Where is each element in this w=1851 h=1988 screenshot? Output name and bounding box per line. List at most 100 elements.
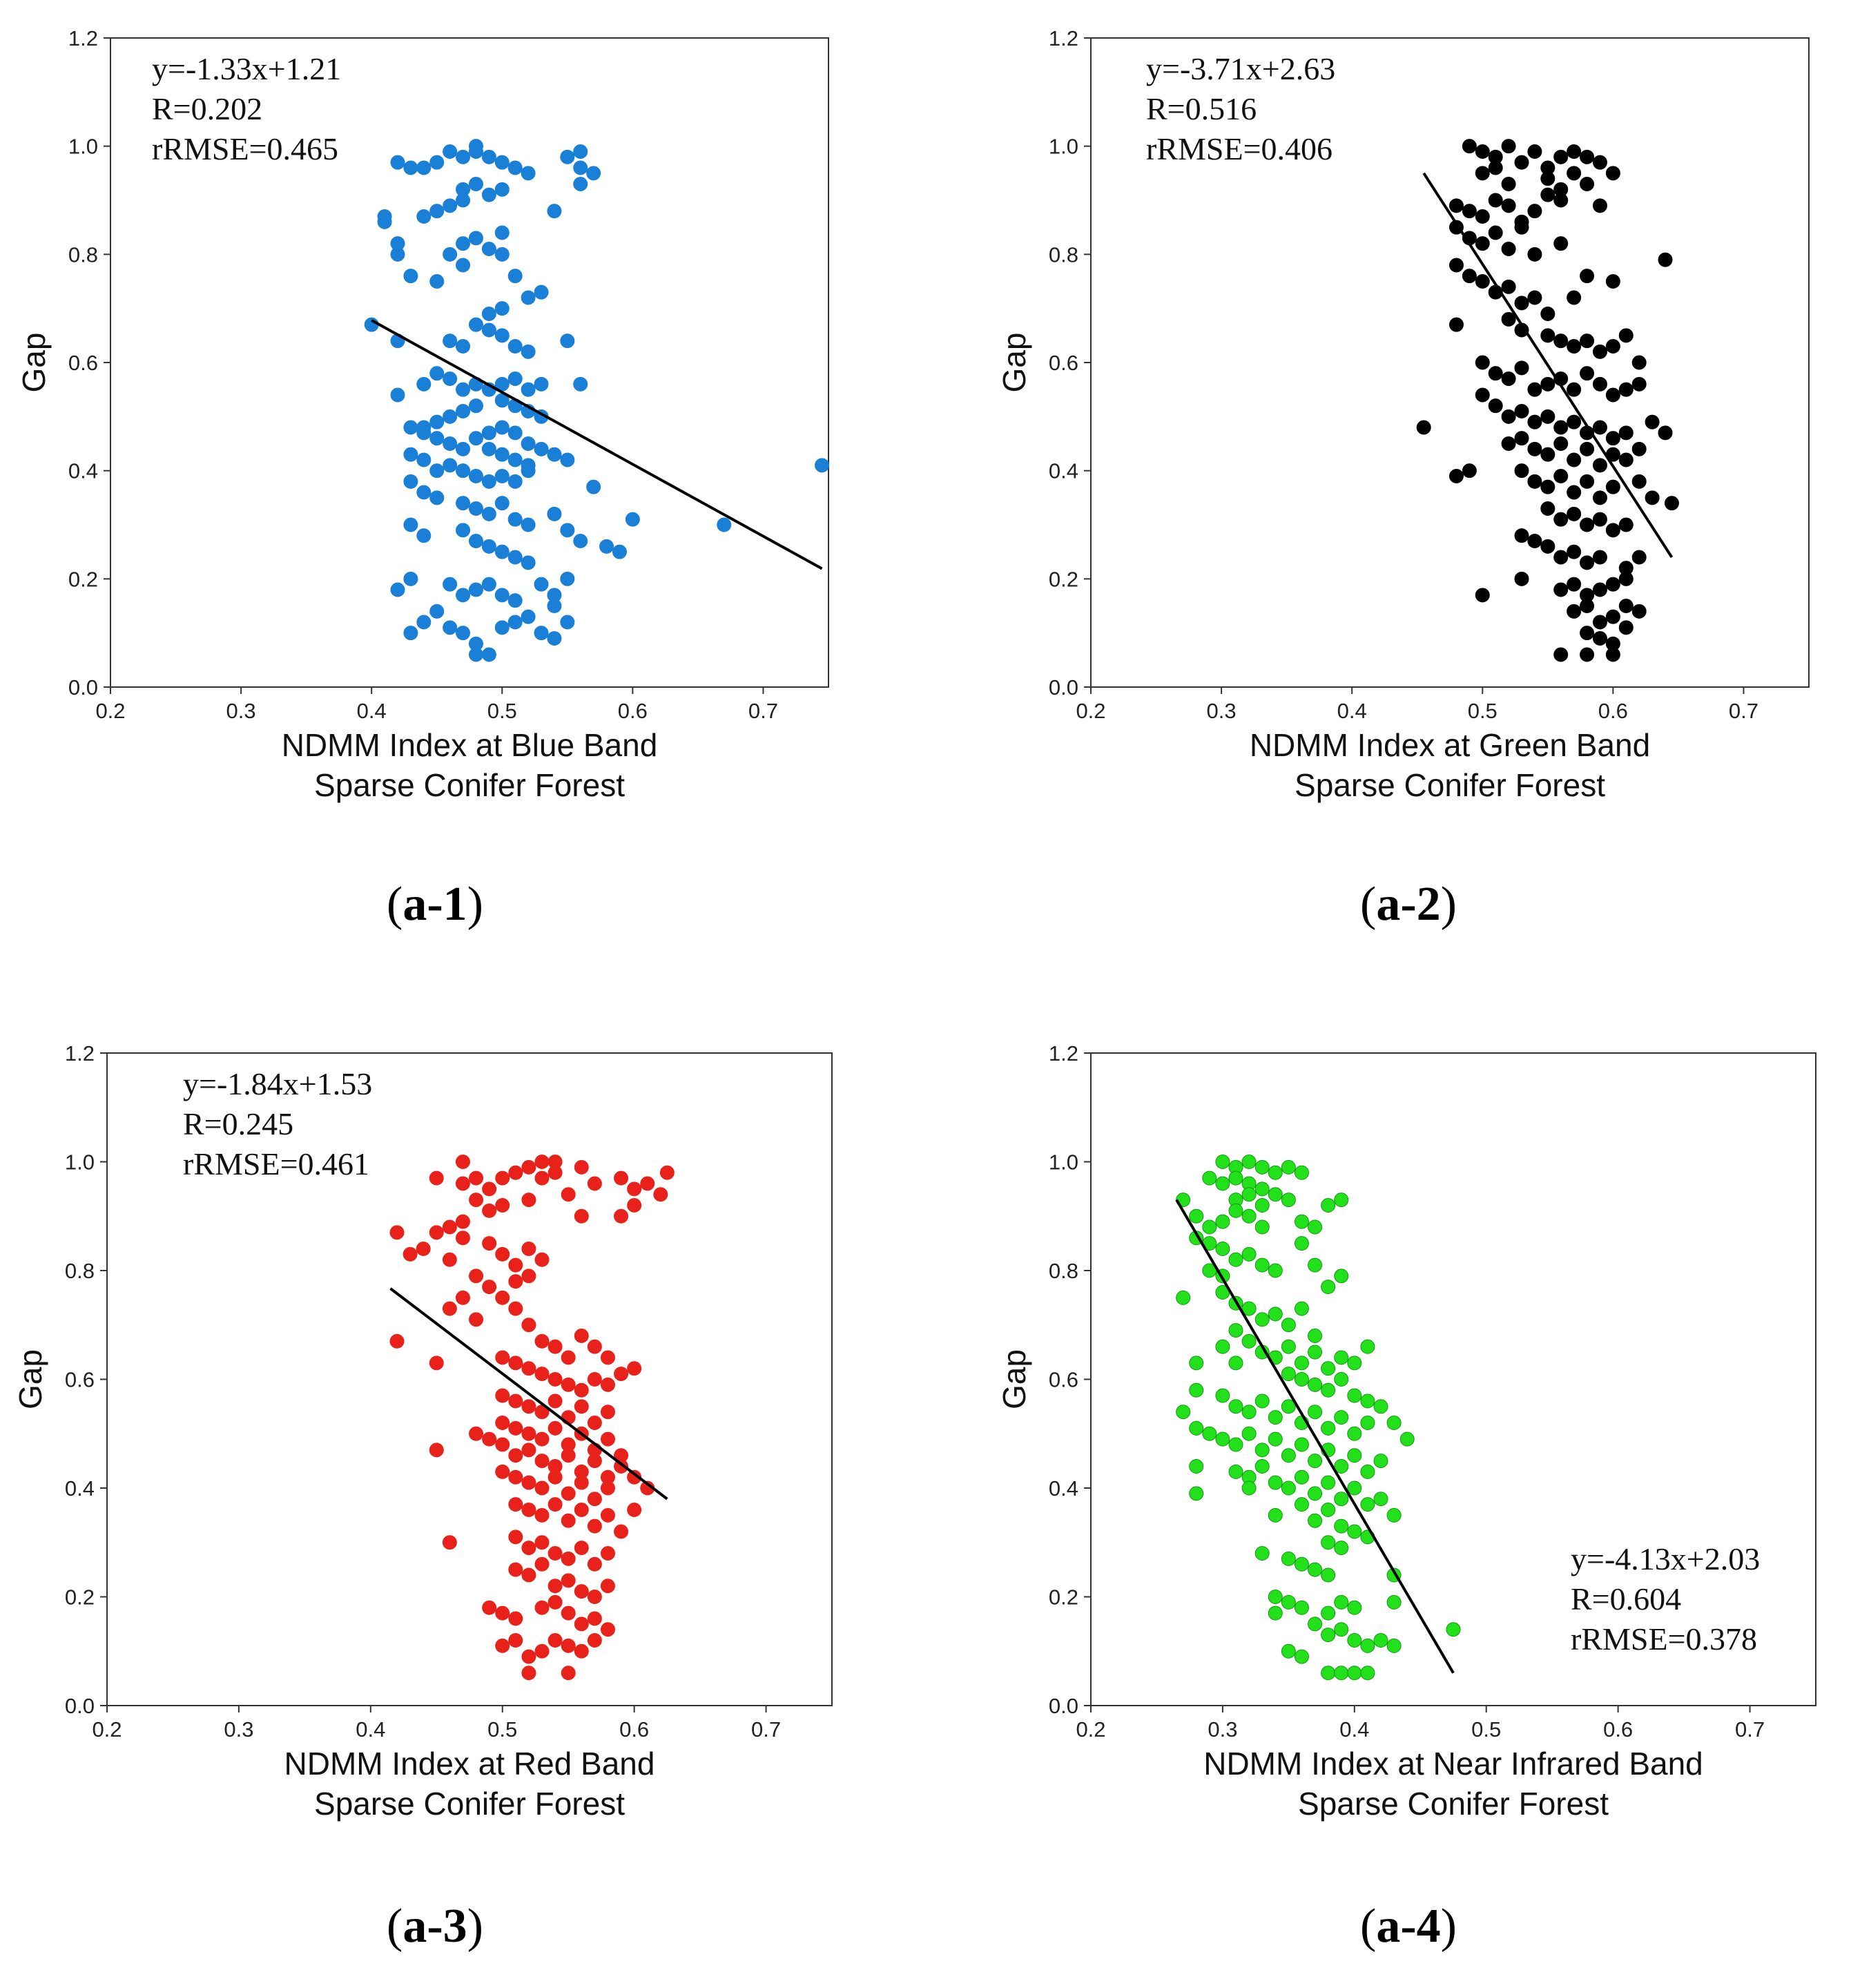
c3-data-point — [495, 1290, 510, 1305]
c1-x-tick-label: 0.6 — [618, 699, 648, 723]
c1-data-point — [403, 517, 418, 532]
c3-x-tick-label: 0.4 — [356, 1717, 385, 1741]
c2-data-point — [1540, 409, 1556, 424]
c2-data-point — [1501, 311, 1516, 327]
c2-data-point — [1475, 209, 1490, 224]
c4-data-point — [1281, 1399, 1296, 1414]
c2-data-point — [1567, 604, 1582, 619]
c1-data-point — [416, 376, 432, 392]
c1-x-tick-label: 0.5 — [487, 699, 517, 723]
c1-data-point — [403, 269, 418, 284]
c3-data-point — [614, 1208, 629, 1224]
c2-y-tick-label: 0.4 — [1049, 459, 1078, 483]
c4-data-point — [1360, 1666, 1375, 1681]
c2-data-point — [1618, 328, 1634, 343]
c3-data-point — [534, 1155, 550, 1169]
c2-data-point — [1462, 463, 1477, 479]
c4-data-point — [1281, 1594, 1296, 1610]
c3-data-point — [561, 1377, 576, 1392]
c1-data-point — [429, 204, 445, 219]
c2-data-point — [1567, 506, 1582, 521]
c2-data-point — [1592, 420, 1607, 435]
c4-data-point — [1268, 1187, 1283, 1202]
c3-data-point — [495, 1388, 510, 1403]
c1-data-point — [443, 409, 458, 424]
c1-data-point — [416, 160, 432, 175]
c4-data-point — [1334, 1541, 1349, 1556]
c4-y-tick-label: 0.4 — [1049, 1476, 1078, 1500]
c4-data-point — [1321, 1420, 1336, 1436]
c4-data-point — [1386, 1507, 1402, 1523]
c2-data-point — [1488, 366, 1503, 381]
c4-data-point — [1189, 1459, 1204, 1474]
c1-data-point — [443, 577, 458, 592]
c4-x-tick-label: 0.4 — [1339, 1717, 1369, 1741]
c4-data-point — [1202, 1170, 1217, 1186]
c1-data-point — [560, 615, 575, 630]
c3-data-point — [416, 1242, 431, 1256]
c1-data-point — [390, 247, 405, 262]
c4-data-point — [1268, 1590, 1283, 1604]
c2-data-point — [1527, 144, 1542, 159]
c3-data-point — [600, 1405, 615, 1420]
c3-data-point — [495, 1638, 510, 1653]
c1-data-point — [521, 344, 536, 359]
c3-data-point — [534, 1480, 550, 1496]
c1-data-point — [443, 458, 458, 473]
c1-data-point — [521, 382, 536, 397]
c1-data-point — [416, 615, 432, 630]
c2-annotation-rrmse: rRMSE=0.406 — [1146, 131, 1332, 166]
c3-x-tick-label: 0.2 — [92, 1717, 122, 1741]
c4-data-point — [1321, 1666, 1336, 1681]
c2-data-point — [1592, 615, 1607, 630]
c1-data-point — [390, 582, 405, 597]
c3-data-point — [547, 1469, 563, 1485]
c4-data-point — [1334, 1268, 1349, 1284]
c3-data-point — [561, 1448, 576, 1463]
c1-x-tick-label: 0.7 — [748, 699, 778, 723]
c1-x-tick-label: 0.2 — [95, 699, 125, 723]
c1-data-point — [573, 376, 588, 392]
c4-x-tick-label: 0.6 — [1603, 1717, 1633, 1741]
c2-data-point — [1553, 420, 1569, 435]
c1-data-point — [403, 474, 418, 489]
c4-data-point — [1228, 1203, 1243, 1218]
c3-data-point — [561, 1666, 576, 1681]
c3-data-point — [587, 1339, 602, 1354]
c1-data-point — [494, 620, 510, 635]
c3-data-point — [627, 1198, 642, 1213]
c1-data-point — [547, 506, 562, 521]
c1-data-point — [403, 420, 418, 435]
c4-data-point — [1281, 1551, 1296, 1566]
c4-data-point — [1189, 1208, 1204, 1224]
c1-data-point — [429, 463, 445, 479]
caption-a4-open: ( — [1360, 1900, 1377, 1953]
c2-data-point — [1592, 198, 1607, 213]
c4-data-point — [1241, 1246, 1257, 1262]
c3-regression-line — [389, 1287, 668, 1500]
c2-data-point — [1567, 485, 1582, 500]
chart-panel-a1: 0.2 0.3 0.4 0.5 0.6 0.7 0.0 0.2 0.4 0.6 0.8 1.0 1.2 N… — [0, 0, 925, 967]
c3-data-point — [508, 1420, 523, 1436]
c1-data-point — [494, 155, 510, 170]
c2-data-point — [1618, 517, 1634, 532]
c3-annotation-r-value: R=0.245 — [183, 1106, 293, 1141]
c1-data-point — [416, 528, 432, 543]
c1-data-point — [481, 242, 496, 256]
c3-data-point — [534, 1643, 550, 1659]
c3-data-point — [508, 1301, 523, 1316]
c1-data-point — [456, 236, 471, 251]
c1-data-point — [416, 485, 432, 500]
c2-x-tick-label: 0.2 — [1076, 699, 1105, 723]
c3-data-point — [429, 1170, 444, 1186]
c2-y-tick-label: 1.0 — [1049, 135, 1078, 159]
c2-data-point — [1605, 274, 1620, 289]
c4-data-point — [1189, 1355, 1204, 1371]
c2-data-point — [1501, 371, 1516, 386]
c3-data-point — [547, 1420, 563, 1436]
c2-data-point — [1514, 571, 1529, 586]
c1-data-point — [456, 193, 471, 208]
c4-data-point — [1308, 1257, 1323, 1273]
c2-data-point — [1416, 420, 1431, 435]
c1-y-tick-label: 0.8 — [68, 242, 98, 267]
